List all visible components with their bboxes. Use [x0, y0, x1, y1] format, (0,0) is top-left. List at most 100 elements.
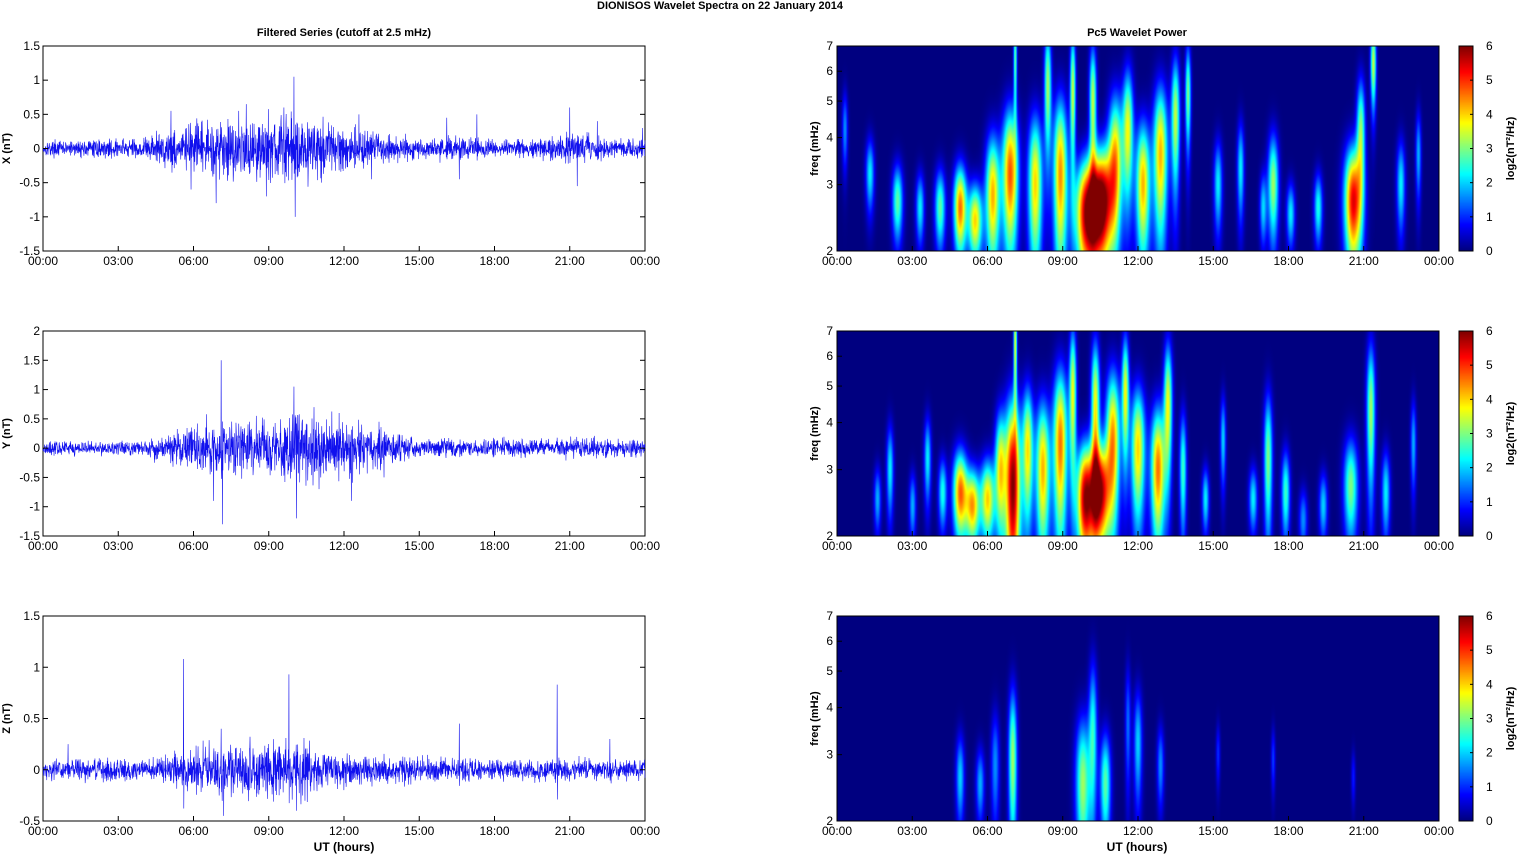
x-series-xtick-label: 09:00 — [254, 254, 284, 268]
z-series-xtick-label: 00:00 — [28, 824, 58, 838]
y-series-ytick-label: 2 — [33, 324, 40, 338]
y-series-plot-area — [42, 330, 646, 537]
x-series-xtick-label: 06:00 — [178, 254, 208, 268]
x-series-xtick-label: 15:00 — [404, 254, 434, 268]
z-wavelet-colorbar-label: log2(nT²/Hz) — [1505, 686, 1517, 750]
y-wavelet-colorbar-tick-label: 3 — [1486, 427, 1493, 441]
z-wavelet-xtick-label: 06:00 — [972, 824, 1002, 838]
y-series-xtick-label: 15:00 — [404, 539, 434, 553]
y-series-ytick-label: -1 — [29, 500, 40, 514]
z-series-ylabel: Z (nT) — [1, 703, 13, 734]
y-wavelet-colorbar-tick-label: 0 — [1486, 529, 1493, 543]
z-wavelet-colorbar-tick-label: 1 — [1486, 780, 1493, 794]
x-wavelet-xtick-label: 18:00 — [1273, 254, 1303, 268]
y-wavelet-ytick-label: 7 — [826, 324, 833, 338]
y-series-xtick-label: 03:00 — [103, 539, 133, 553]
y-series-ytick-label: 0.5 — [23, 412, 40, 426]
y-wavelet-colorbar-tick-label: 6 — [1486, 324, 1493, 338]
y-wavelet-colorbar-tick-label: 5 — [1486, 358, 1493, 372]
y-wavelet-xtick-label: 18:00 — [1273, 539, 1303, 553]
z-wavelet-heatmap-image — [837, 616, 1439, 821]
z-wavelet-xtick-label: 03:00 — [897, 824, 927, 838]
x-wavelet-colorbar-tick-label: 5 — [1486, 73, 1493, 87]
y-wavelet-ytick-label: 6 — [826, 349, 833, 363]
x-series-ytick-label: -1 — [29, 210, 40, 224]
y-wavelet-xtick-label: 15:00 — [1198, 539, 1228, 553]
y-wavelet-ytick-label: 5 — [826, 379, 833, 393]
panels-container: -1.5-1-0.500.511.500:00 03:00 06:00 09:00 12… — [1, 39, 1517, 838]
x-series-xtick-label: 03:00 — [103, 254, 133, 268]
y-series-trace — [42, 360, 646, 525]
y-series-ytick-label: -0.5 — [19, 470, 40, 484]
y-wavelet-colorbar-label: log2(nT²/Hz) — [1505, 401, 1517, 465]
y-wavelet-ytick-label: 4 — [826, 416, 833, 430]
x-wavelet-xtick-label: 00:00 — [1424, 254, 1454, 268]
x-series-panel: -1.5 -1 -0.5 0 0.5 1 1.5 00:00 03:00 06:00 09:00 12… — [1, 39, 660, 268]
z-series-xtick-label: 00:00 — [630, 824, 660, 838]
y-series-xtick-label: 21:00 — [555, 539, 585, 553]
z-wavelet-colorbar-tick-label: 6 — [1486, 609, 1493, 623]
y-wavelet-xtick-label: 09:00 — [1048, 539, 1078, 553]
right-column-title: Pc5 Wavelet Power — [1087, 27, 1188, 39]
y-series-xtick-label: 00:00 — [630, 539, 660, 553]
x-wavelet-xtick-label: 12:00 — [1123, 254, 1153, 268]
y-series-panel: -1.5 -1 -0.5 0 0.5 1 1.5 2 00:00 03:00 06:00 09:00 1… — [1, 324, 660, 553]
x-wavelet-xtick-label: 03:00 — [897, 254, 927, 268]
y-wavelet-ylabel: freq (mHz) — [809, 406, 821, 461]
x-wavelet-xtick-label: 09:00 — [1048, 254, 1078, 268]
x-wavelet-xtick-label: 21:00 — [1349, 254, 1379, 268]
x-wavelet-xtick-label: 06:00 — [972, 254, 1002, 268]
x-series-ytick-label: 0.5 — [23, 107, 40, 121]
z-series-plot-area — [42, 615, 646, 822]
z-wavelet-xtick-label: 00:00 — [822, 824, 852, 838]
x-wavelet-ytick-label: 2 — [826, 244, 833, 258]
y-series-xtick-label: 18:00 — [479, 539, 509, 553]
z-wavelet-ytick-label: 4 — [826, 701, 833, 715]
z-wavelet-ytick-label: 3 — [826, 748, 833, 762]
x-wavelet-ytick-label: 6 — [826, 64, 833, 78]
y-wavelet-colorbar-tick-label: 4 — [1486, 392, 1493, 406]
x-wavelet-ytick-label: 5 — [826, 94, 833, 108]
y-wavelet-xtick-label: 00:00 — [1424, 539, 1454, 553]
x-wavelet-colorbar-tick-label: 6 — [1486, 39, 1493, 53]
y-wavelet-colorbar-tick-label: 2 — [1486, 461, 1493, 475]
z-wavelet-ytick-label: 6 — [826, 634, 833, 648]
z-wavelet-panel: 2 3 4 5 6 7 00:00 03:00 06:00 09:00 12:00 15:00 18:0… — [809, 609, 1517, 838]
y-series-ytick-label: 1.5 — [23, 353, 40, 367]
x-wavelet-colorbar-label: log2(nT²/Hz) — [1505, 116, 1517, 180]
z-wavelet-colorbar-tick-label: 3 — [1486, 712, 1493, 726]
y-series-ytick-label: 0 — [33, 441, 40, 455]
y-wavelet-panel: 2 3 4 5 6 7 00:00 03:00 06:00 09:00 12:00 15:00 18:0… — [809, 324, 1517, 553]
y-series-xtick-label: 12:00 — [329, 539, 359, 553]
z-series-ytick-label: 1.5 — [23, 609, 40, 623]
z-wavelet-xtick-label: 21:00 — [1349, 824, 1379, 838]
x-wavelet-colorbar-tick-label: 4 — [1486, 107, 1493, 121]
x-series-trace — [42, 76, 646, 217]
z-series-xtick-label: 12:00 — [329, 824, 359, 838]
z-wavelet-colorbar-tick-label: 5 — [1486, 643, 1493, 657]
z-wavelet-xtick-label: 09:00 — [1048, 824, 1078, 838]
y-series-ylabel: Y (nT) — [1, 418, 13, 449]
y-wavelet-heatmap-image — [837, 331, 1439, 536]
figure-title: DIONISOS Wavelet Spectra on 22 January 2… — [597, 0, 844, 12]
z-series-ytick-label: 1 — [33, 660, 40, 674]
x-wavelet-heatmap-image — [837, 46, 1439, 251]
x-wavelet-xtick-label: 15:00 — [1198, 254, 1228, 268]
x-series-xtick-label: 00:00 — [28, 254, 58, 268]
x-series-xtick-label: 18:00 — [479, 254, 509, 268]
x-wavelet-ytick-label: 7 — [826, 39, 833, 53]
z-wavelet-ytick-label: 2 — [826, 814, 833, 828]
z-wavelet-colorbar-tick-label: 0 — [1486, 814, 1493, 828]
x-series-xtick-label: 12:00 — [329, 254, 359, 268]
y-series-xtick-label: 00:00 — [28, 539, 58, 553]
z-wavelet-ytick-label: 7 — [826, 609, 833, 623]
z-series-xtick-label: 06:00 — [178, 824, 208, 838]
z-series-xtick-label: 09:00 — [254, 824, 284, 838]
y-series-xtick-label: 06:00 — [178, 539, 208, 553]
z-series-xtick-label: 03:00 — [103, 824, 133, 838]
z-wavelet-xtick-label: 12:00 — [1123, 824, 1153, 838]
z-series-trace — [42, 659, 646, 816]
left-xlabel: UT (hours) — [314, 840, 375, 854]
z-series-ytick-label: 0 — [33, 763, 40, 777]
